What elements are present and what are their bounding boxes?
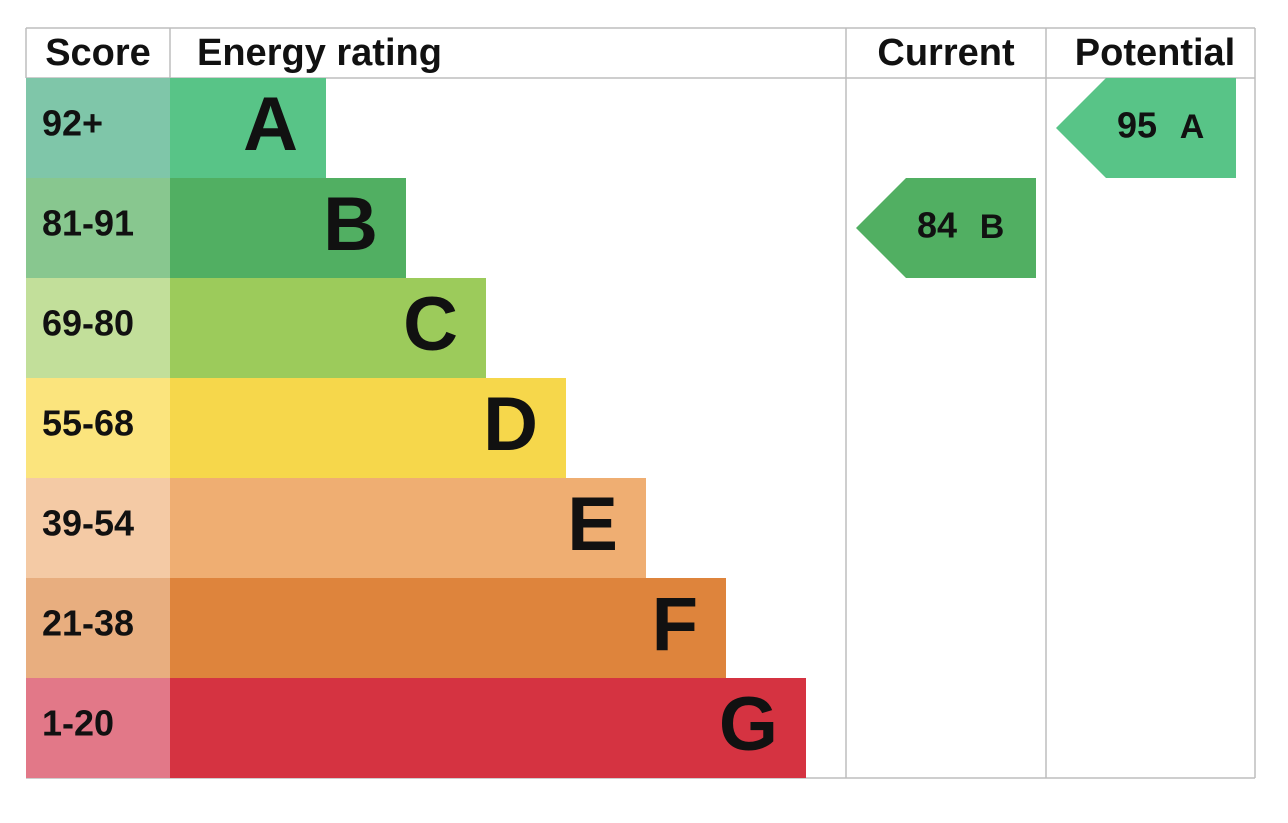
band-letter: F [652, 582, 698, 667]
band-letter: A [243, 82, 298, 167]
potential-arrow [1056, 78, 1236, 178]
band-letter: C [403, 282, 458, 367]
header-current: Current [877, 32, 1015, 74]
header-potential: Potential [1075, 32, 1235, 74]
score-range: 55-68 [42, 403, 134, 444]
band-letter: B [323, 182, 378, 267]
rating-bar [170, 378, 566, 478]
score-cell [26, 278, 170, 378]
score-cell [26, 678, 170, 778]
score-range: 69-80 [42, 303, 134, 344]
header-rating: Energy rating [197, 32, 442, 74]
band-letter: E [567, 482, 618, 567]
rating-bar [170, 278, 486, 378]
score-range: 92+ [42, 103, 103, 144]
score-range: 39-54 [42, 503, 134, 544]
score-range: 21-38 [42, 603, 134, 644]
current-band: B [980, 208, 1005, 246]
rating-bar [170, 178, 406, 278]
score-cell [26, 478, 170, 578]
rating-bar [170, 78, 326, 178]
rating-bar [170, 678, 806, 778]
potential-band: A [1180, 108, 1205, 146]
potential-score: 95 [1117, 105, 1157, 146]
current-arrow [856, 178, 1036, 278]
score-cell [26, 378, 170, 478]
score-cell [26, 178, 170, 278]
score-cell [26, 78, 170, 178]
header-score: Score [45, 32, 151, 74]
current-score: 84 [917, 205, 957, 246]
score-range: 1-20 [42, 703, 114, 744]
band-letter: D [483, 382, 538, 467]
score-cell [26, 578, 170, 678]
band-letter: G [719, 682, 778, 767]
score-range: 81-91 [42, 203, 134, 244]
rating-bar [170, 478, 646, 578]
rating-bar [170, 578, 726, 678]
